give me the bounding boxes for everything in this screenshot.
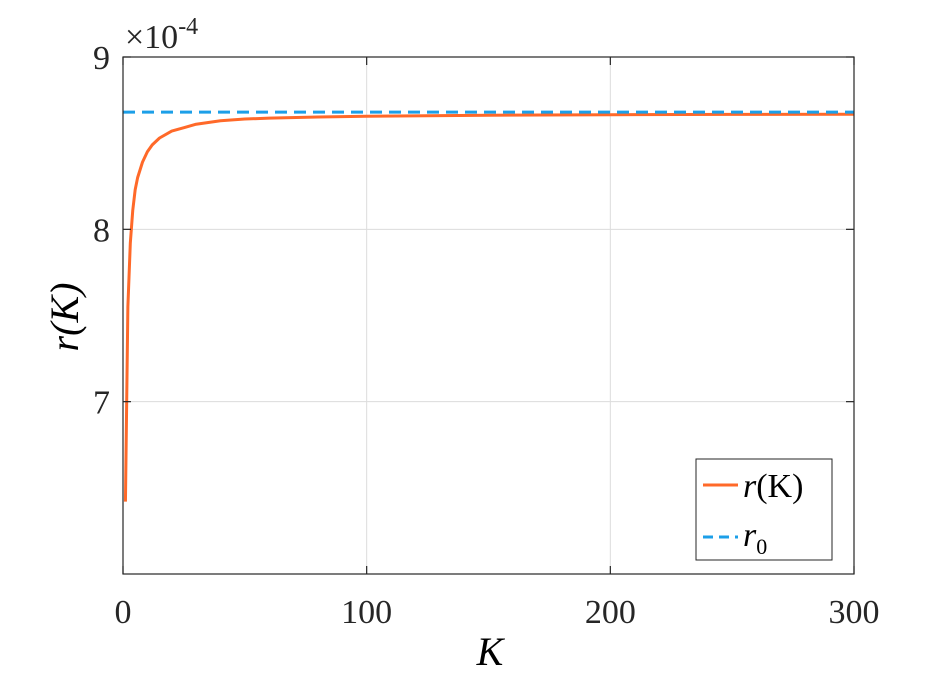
series-line-r-k [123,112,855,502]
x-tick-label: 300 [829,594,880,631]
plot-frame [122,56,855,575]
x-tick-label: 0 [115,594,132,631]
y-tick-label: 9 [93,40,110,77]
series-layer [123,110,855,502]
y-exponent-label: ×10-4 [125,14,198,56]
legend-box [695,458,833,561]
y-tick-label: 7 [93,385,110,422]
y-axis-label: r(K) [42,283,87,352]
x-tick-label: 100 [341,594,392,631]
legend-label-r-k: r(K) [743,468,803,505]
tick-layer: 0 100 200 300 7 8 9 [93,40,880,631]
x-tick-label: 200 [585,594,636,631]
y-tick-label: 8 [93,212,110,249]
legend: r(K) r0 [695,458,833,561]
legend-label-r0: r0 [743,517,767,559]
x-axis-label: K [476,629,506,674]
